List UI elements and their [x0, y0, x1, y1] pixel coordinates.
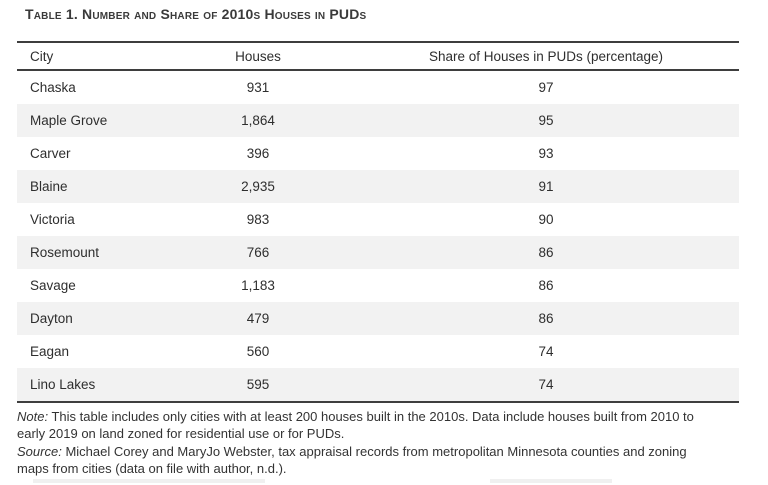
cell-share: 95 [538, 113, 554, 128]
table-row: Carver 396 93 [17, 137, 739, 170]
source-text-continued: maps from cities (data on file with auth… [17, 460, 287, 476]
table-row: Lino Lakes 595 74 [17, 368, 739, 401]
table-row: Savage 1,183 86 [17, 269, 739, 302]
cell-houses: 766 [246, 245, 270, 260]
table-body: Chaska 931 97 Maple Grove 1,864 95 Carve… [17, 71, 739, 403]
note-text-continued: early 2019 on land zoned for residential… [17, 426, 345, 442]
header-cell-city: City [30, 48, 54, 64]
cell-houses: 396 [246, 146, 270, 161]
data-table: City Houses Share of Houses in PUDs (per… [17, 41, 739, 403]
cell-city: Rosemount [30, 245, 100, 260]
cell-share: 86 [538, 245, 554, 260]
table-row: Rosemount 766 86 [17, 236, 739, 269]
cell-share: 86 [538, 278, 554, 293]
header-cell-share: Share of Houses in PUDs (percentage) [428, 48, 664, 64]
cell-houses: 931 [246, 80, 270, 95]
cell-city: Dayton [30, 311, 73, 326]
cell-share: 86 [538, 311, 554, 326]
note-label: Note: [17, 409, 49, 424]
cell-houses: 1,864 [241, 113, 275, 128]
cropped-next-content-strip [490, 479, 612, 483]
table-row: Blaine 2,935 91 [17, 170, 739, 203]
cell-city: Victoria [30, 212, 75, 227]
page-title: Table 1. Number and Share of 2010s House… [25, 6, 367, 22]
cell-houses: 2,935 [241, 179, 275, 194]
table-row: Victoria 983 90 [17, 203, 739, 236]
note-line-1: This table includes only cities with at … [51, 409, 694, 424]
cell-share: 74 [538, 344, 554, 359]
cell-houses: 595 [246, 377, 270, 392]
cell-city: Savage [30, 278, 76, 293]
cell-share: 90 [538, 212, 554, 227]
table-header-row: City Houses Share of Houses in PUDs (per… [17, 41, 739, 71]
cell-houses: 983 [246, 212, 270, 227]
cell-share: 93 [538, 146, 554, 161]
cropped-next-content-strip [33, 479, 265, 483]
cell-city: Maple Grove [30, 113, 108, 128]
cell-share: 74 [538, 377, 554, 392]
cell-houses: 560 [246, 344, 270, 359]
note-text: Note: This table includes only cities wi… [17, 408, 757, 425]
footnotes: Note: This table includes only cities wi… [17, 408, 757, 477]
source-line-1: Michael Corey and MaryJo Webster, tax ap… [65, 443, 687, 459]
table-row: Maple Grove 1,864 95 [17, 104, 739, 137]
cell-city: Chaska [30, 80, 76, 95]
cell-city: Blaine [30, 179, 68, 194]
cell-houses: 1,183 [241, 278, 275, 293]
cell-share: 91 [538, 179, 554, 194]
table-row: Dayton 479 86 [17, 302, 739, 335]
cell-houses: 479 [246, 311, 270, 326]
table-row: Eagan 560 74 [17, 335, 739, 368]
cell-city: Eagan [30, 344, 70, 359]
cell-share: 97 [538, 80, 554, 95]
cell-city: Carver [30, 146, 71, 161]
header-cell-houses: Houses [235, 48, 281, 64]
cell-city: Lino Lakes [30, 377, 96, 392]
source-label: Source: [17, 443, 62, 459]
table-row: Chaska 931 97 [17, 71, 739, 104]
source-text: Source: Michael Corey and MaryJo Webster… [17, 443, 757, 460]
